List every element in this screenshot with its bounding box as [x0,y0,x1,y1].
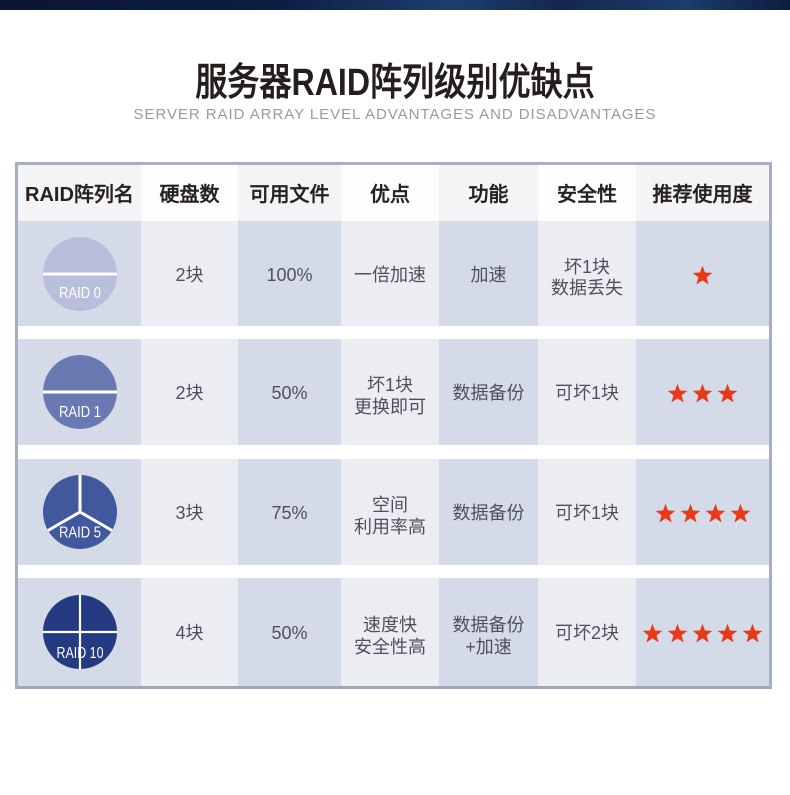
svg-text:RAID 10: RAID 10 [56,645,103,662]
svg-text:RAID 0: RAID 0 [59,285,101,302]
svg-text:RAID 5: RAID 5 [59,525,101,542]
svg-text:RAID 1: RAID 1 [59,404,101,421]
